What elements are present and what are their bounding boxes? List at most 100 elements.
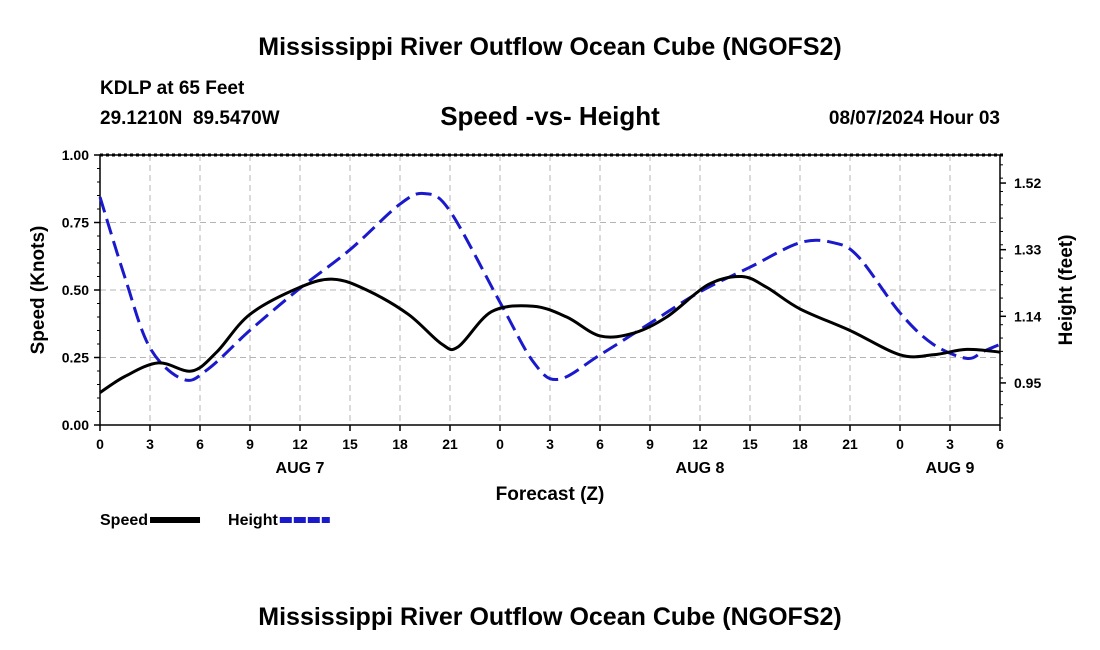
top-border-dot: [466, 153, 469, 157]
top-border-dot: [244, 153, 247, 157]
top-border-dot: [160, 153, 163, 157]
top-border-dot: [400, 153, 403, 157]
top-border-dot: [790, 153, 793, 157]
top-border-dot: [742, 153, 745, 157]
top-border-dot: [844, 153, 847, 157]
top-border-dot: [694, 153, 697, 157]
page-title: Mississippi River Outflow Ocean Cube (NG…: [258, 33, 841, 61]
top-border-dot: [502, 153, 505, 157]
series-line-speed: [99, 274, 1001, 394]
top-border-dot: [454, 153, 457, 157]
top-border-dot: [760, 153, 763, 157]
top-border-dot: [700, 153, 703, 157]
top-border-dot: [952, 153, 955, 157]
tick-layer: 0 3 6 9 12 15 18 21 0 3 6 9 12 15 18 21 0 3 6 0.00 0.25 0.50 0…: [62, 147, 1042, 477]
y-right-tick-label: 0.95: [1014, 375, 1041, 391]
top-border-dot: [934, 153, 937, 157]
top-border-dot: [292, 153, 295, 157]
top-border-dot: [892, 153, 895, 157]
top-border-dot: [622, 153, 625, 157]
top-border-dot: [598, 153, 601, 157]
top-border-dot: [736, 153, 739, 157]
y-axis-left-label: Speed (Knots): [28, 226, 49, 355]
top-border-dot: [670, 153, 673, 157]
forecast-datetime: 08/07/2024 Hour 03: [829, 108, 1000, 129]
top-border-dot: [748, 153, 751, 157]
top-border-dot: [412, 153, 415, 157]
x-tick-label: 18: [792, 436, 808, 452]
top-border-dot: [532, 153, 535, 157]
top-border-dot: [334, 153, 337, 157]
top-border-dot: [580, 153, 583, 157]
top-border-dot: [448, 153, 451, 157]
top-border-dot: [556, 153, 559, 157]
top-border-dot: [136, 153, 139, 157]
top-border-dot: [562, 153, 565, 157]
top-border-dot: [130, 153, 133, 157]
x-tick-label: 0: [896, 436, 904, 452]
top-border-dot: [676, 153, 679, 157]
x-tick-label: 12: [692, 436, 708, 452]
top-border-dot: [418, 153, 421, 157]
top-border-dot: [646, 153, 649, 157]
y-left-tick-label: 0.75: [62, 215, 89, 231]
top-border-dot: [358, 153, 361, 157]
top-border-dot: [166, 153, 169, 157]
top-border-dot: [886, 153, 889, 157]
x-tick-label: 3: [946, 436, 954, 452]
top-border-dot: [586, 153, 589, 157]
top-border-dot: [496, 153, 499, 157]
top-border-dot: [1000, 153, 1003, 157]
grid-layer: [100, 155, 1000, 425]
top-border-dot: [298, 153, 301, 157]
top-border-dot: [256, 153, 259, 157]
top-border-dot: [352, 153, 355, 157]
top-border-dot: [724, 153, 727, 157]
top-border-dot: [262, 153, 265, 157]
y-left-tick-label: 1.00: [62, 147, 89, 163]
top-border-dot: [682, 153, 685, 157]
top-border-dot: [472, 153, 475, 157]
x-tick-label: 15: [742, 436, 758, 452]
top-border-dot: [802, 153, 805, 157]
top-border-dot: [706, 153, 709, 157]
top-border-dot: [490, 153, 493, 157]
x-tick-label: 9: [646, 436, 654, 452]
top-border-dot: [148, 153, 151, 157]
top-border-dot: [988, 153, 991, 157]
top-border-dot: [508, 153, 511, 157]
top-border-dot: [838, 153, 841, 157]
top-border-dot: [316, 153, 319, 157]
top-border-dot: [172, 153, 175, 157]
top-border-dot: [718, 153, 721, 157]
top-border-dot: [568, 153, 571, 157]
top-border-dot: [964, 153, 967, 157]
top-border-dot: [850, 153, 853, 157]
x-tick-label: 21: [842, 436, 858, 452]
top-border-dot: [754, 153, 757, 157]
x-tick-label: 18: [392, 436, 408, 452]
top-border-dot: [484, 153, 487, 157]
top-border-dot: [424, 153, 427, 157]
top-border-dot: [652, 153, 655, 157]
x-tick-label: 0: [496, 436, 504, 452]
top-border-dot: [592, 153, 595, 157]
top-border-dot: [142, 153, 145, 157]
y-right-tick-label: 1.14: [1014, 308, 1041, 324]
top-border-dot: [220, 153, 223, 157]
top-border-dot: [688, 153, 691, 157]
x-tick-label: 15: [342, 436, 358, 452]
top-border-dot: [778, 153, 781, 157]
top-border-dot: [808, 153, 811, 157]
chart-title: Speed -vs- Height: [440, 101, 660, 131]
top-border-dot: [310, 153, 313, 157]
top-border-dot: [280, 153, 283, 157]
top-border-dot: [898, 153, 901, 157]
x-tick-label: 9: [246, 436, 254, 452]
top-border-dot: [940, 153, 943, 157]
x-tick-label: 12: [292, 436, 308, 452]
x-axis-label: Forecast (Z): [496, 484, 605, 505]
top-border-dot: [820, 153, 823, 157]
station-name: KDLP at 65 Feet: [100, 78, 245, 99]
